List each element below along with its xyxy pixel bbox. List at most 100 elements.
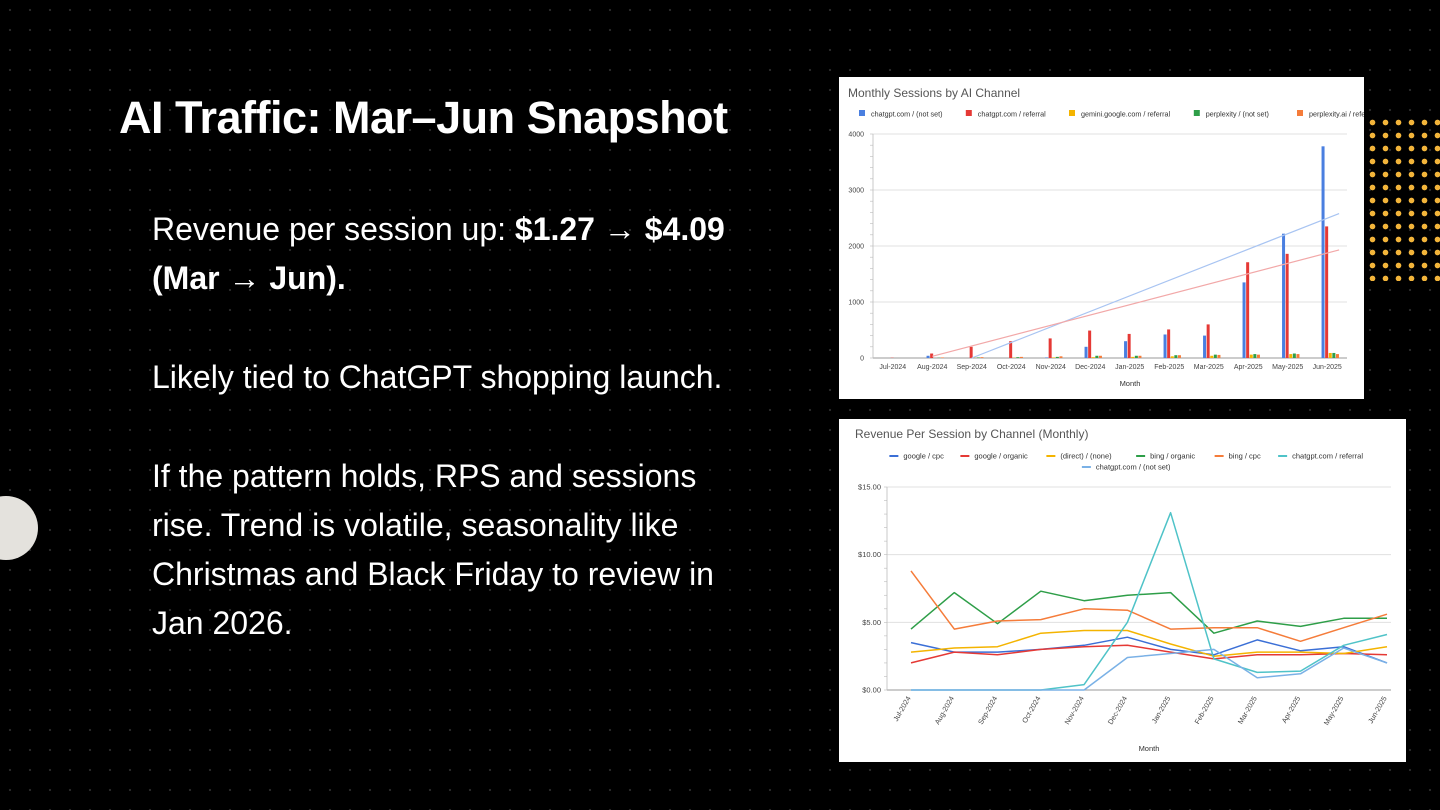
bar-perplexity-ai-referral-jun-2025	[1335, 354, 1339, 358]
slide-title: AI Traffic: Mar–Jun Snapshot	[119, 92, 728, 143]
bar-gemini-google-com-referral-jan-2025	[1131, 356, 1135, 358]
bar-perplexity-ai-referral-sep-2024	[980, 357, 984, 358]
bullet-chatgpt-launch: Likely tied to ChatGPT shopping launch.	[152, 353, 752, 402]
bullet-revenue: Revenue per session up: $1.27 → $4.09 (M…	[152, 205, 752, 303]
x-tick-label-jul-2024: Jul-2024	[891, 695, 913, 723]
bar-perplexity-not-set-apr-2025	[1253, 354, 1257, 358]
sessions-chart-card: Monthly Sessions by AI Channel chatgpt.co…	[839, 77, 1364, 399]
chart-title: Monthly Sessions by AI Channel	[848, 86, 1020, 100]
rps-chart-card: Revenue Per Session by Channel (Monthly)…	[839, 419, 1406, 762]
x-tick-label-jun-2025: Jun-2025	[1313, 364, 1342, 371]
trendline-chatgpt-com-referral	[932, 249, 1340, 357]
legend-label-google-cpc: google / cpc	[903, 452, 944, 461]
x-tick-label-sep-2024: Sep-2024	[957, 364, 987, 371]
x-tick-label-nov-2024: Nov-2024	[1036, 364, 1066, 371]
legend-swatch-gemini-google-com-referral	[1069, 110, 1075, 116]
bar-chatgpt-com-not-set-feb-2025	[1163, 334, 1167, 358]
bar-chatgpt-com-referral-sep-2024	[969, 346, 973, 358]
x-tick-label-aug-2024: Aug-2024	[917, 364, 947, 371]
legend-swatch-chatgpt-com-referral	[965, 110, 972, 116]
x-tick-label-dec-2024: Dec-2024	[1106, 695, 1129, 726]
x-tick-label-nov-2024: Nov-2024	[1062, 695, 1085, 726]
x-tick-label-feb-2025: Feb-2025	[1192, 695, 1215, 726]
legend-label-bing-cpc: bing / cpc	[1229, 452, 1261, 461]
bar-perplexity-not-set-jan-2025	[1134, 355, 1138, 358]
series-line-google-organic	[910, 644, 1388, 664]
bar-perplexity-not-set-feb-2025	[1174, 355, 1178, 358]
y-tick-label-3000: 3000	[848, 188, 864, 195]
trendline-chatgpt-com-not-set	[971, 212, 1340, 359]
bar-perplexity-ai-referral-jan-2025	[1138, 355, 1142, 358]
sessions-bar-chart: Monthly Sessions by AI Channel chatgpt.co…	[848, 86, 1364, 388]
x-tick-label-oct-2024: Oct-2024	[997, 364, 1026, 371]
bar-perplexity-not-set-sep-2024	[976, 357, 980, 358]
x-axis-label: Month	[1120, 379, 1141, 388]
x-tick-label-jul-2024: Jul-2024	[879, 364, 906, 371]
y-tick-label-0: $0.00	[862, 686, 881, 695]
bullet-list: Revenue per session up: $1.27 → $4.09 (M…	[152, 205, 752, 698]
bar-gemini-google-com-referral-jun-2025	[1328, 352, 1332, 358]
bullet-revenue-text: Revenue per session up:	[152, 211, 515, 247]
x-tick-label-dec-2024: Dec-2024	[1075, 364, 1105, 371]
bar-chatgpt-com-referral-mar-2025	[1206, 324, 1210, 358]
bar-chatgpt-com-referral-feb-2025	[1167, 329, 1171, 358]
x-tick-label-mar-2025: Mar-2025	[1194, 364, 1224, 371]
series-line-chatgpt-com-referral	[911, 511, 1388, 691]
bar-gemini-google-com-referral-feb-2025	[1170, 356, 1174, 358]
bullet-pattern-text: If the pattern holds, RPS and sessions r…	[152, 458, 714, 641]
bar-chatgpt-com-referral-oct-2024	[1009, 341, 1013, 358]
bar-perplexity-not-set-oct-2024	[1016, 357, 1020, 358]
y-tick-label-0: 0	[860, 356, 864, 363]
x-tick-label-apr-2025: Apr-2025	[1234, 364, 1263, 371]
bar-chatgpt-com-not-set-nov-2024	[1045, 357, 1049, 358]
x-tick-label-may-2025: May-2025	[1272, 364, 1303, 371]
bar-chatgpt-com-not-set-mar-2025	[1203, 335, 1207, 358]
bar-chatgpt-com-not-set-jan-2025	[1124, 341, 1128, 358]
legend-label-chatgpt-com-not-set: chatgpt.com / (not set)	[871, 110, 943, 119]
bar-perplexity-ai-referral-nov-2024	[1059, 356, 1063, 358]
legend-swatch-perplexity-ai-referral	[1297, 110, 1303, 116]
bar-chatgpt-com-referral-may-2025	[1285, 253, 1289, 358]
series-line-direct-none	[910, 629, 1388, 657]
legend-label-chatgpt-com-referral: chatgpt.com / referral	[978, 110, 1046, 119]
bar-chatgpt-com-referral-apr-2025	[1246, 262, 1250, 358]
series-line-chatgpt-com-not-set	[911, 647, 1388, 691]
bar-perplexity-ai-referral-feb-2025	[1177, 355, 1181, 358]
bar-gemini-google-com-referral-nov-2024	[1052, 357, 1056, 358]
bar-chatgpt-com-referral-aug-2024	[930, 353, 934, 358]
y-tick-label-15: $15.00	[858, 483, 881, 492]
bullet-pattern: If the pattern holds, RPS and sessions r…	[152, 452, 752, 648]
bullet-revenue-bold: $1.27 → $4.09 (Mar → Jun).	[152, 211, 725, 296]
y-tick-label-1000: 1000	[848, 300, 864, 307]
bar-perplexity-not-set-nov-2024	[1055, 356, 1059, 358]
bar-perplexity-ai-referral-apr-2025	[1256, 354, 1260, 358]
x-tick-label-sep-2024: Sep-2024	[976, 694, 999, 725]
series-line-bing-cpc	[910, 570, 1388, 643]
x-tick-label-feb-2025: Feb-2025	[1154, 364, 1184, 371]
legend-label-chatgpt-com-not-set: chatgpt.com / (not set)	[1096, 463, 1171, 472]
decorative-dot-grid	[1366, 116, 1440, 281]
bar-gemini-google-com-referral-dec-2024	[1091, 357, 1095, 358]
y-tick-label-4000: 4000	[848, 132, 864, 139]
bar-gemini-google-com-referral-apr-2025	[1249, 354, 1253, 358]
x-tick-label-jun-2025: Jun-2025	[1366, 695, 1389, 725]
y-tick-label-5: $5.00	[862, 618, 881, 627]
x-tick-label-may-2025: May-2025	[1322, 695, 1346, 727]
y-tick-label-10: $10.00	[858, 550, 881, 559]
bar-gemini-google-com-referral-mar-2025	[1210, 355, 1214, 358]
bar-chatgpt-com-not-set-jun-2025	[1321, 146, 1325, 358]
legend-label-direct-none: (direct) / (none)	[1060, 452, 1112, 461]
legend-label-bing-organic: bing / organic	[1150, 452, 1195, 461]
bar-perplexity-not-set-jun-2025	[1332, 352, 1336, 358]
bar-perplexity-ai-referral-may-2025	[1296, 354, 1300, 358]
legend-swatch-perplexity-not-set	[1193, 110, 1200, 116]
series-line-google-cpc	[910, 636, 1388, 664]
legend-label-perplexity-not-set: perplexity / (not set)	[1206, 110, 1269, 119]
bar-chatgpt-com-referral-jun-2025	[1325, 226, 1329, 358]
bar-chatgpt-com-referral-jan-2025	[1127, 333, 1131, 358]
x-tick-label-jan-2025: Jan-2025	[1150, 695, 1173, 725]
bar-gemini-google-com-referral-may-2025	[1289, 354, 1293, 358]
legend-label-gemini-google-com-referral: gemini.google.com / referral	[1081, 110, 1170, 119]
legend-label-perplexity-ai-referral: perplexity.ai / referral	[1309, 110, 1364, 119]
x-axis-label: Month	[1139, 744, 1160, 753]
